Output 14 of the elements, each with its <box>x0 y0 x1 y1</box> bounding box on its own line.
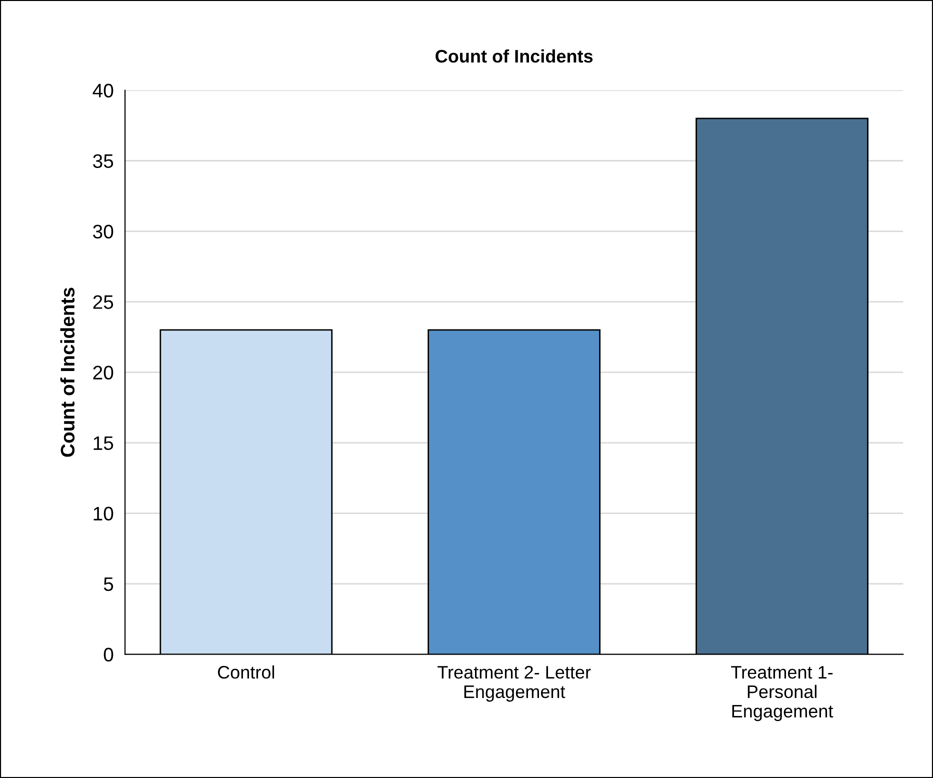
y-tick-label: 40 <box>92 84 114 98</box>
y-tick-label: 30 <box>93 224 114 238</box>
y-axis-title: Count of Incidents <box>60 288 75 457</box>
y-tick-label: 15 <box>94 436 114 450</box>
y-tick-label: 10 <box>94 506 114 521</box>
y-tick-label: 20 <box>93 366 114 380</box>
x-tick-label: Treatment 2- Letter Engagement <box>438 666 591 702</box>
x-tick-label: Treatment 1- Personal Engagement <box>731 666 834 722</box>
y-tick-label: 0 <box>104 648 114 662</box>
y-tick-label: 5 <box>104 577 114 592</box>
y-tick-label: 25 <box>93 295 114 310</box>
chart-title: Count of Incidents <box>436 49 593 63</box>
y-tick-label: 35 <box>93 154 114 168</box>
x-tick-label: Control <box>218 665 274 679</box>
